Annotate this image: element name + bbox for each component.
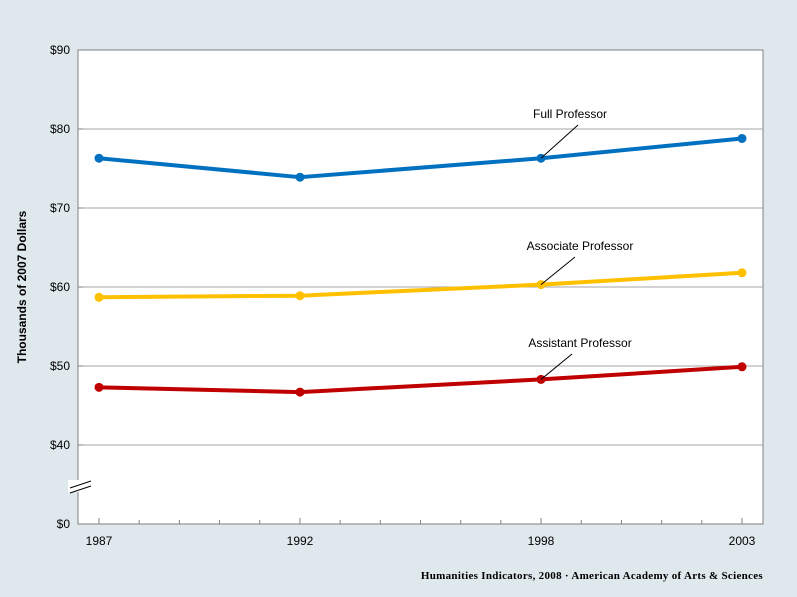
data-point — [737, 362, 747, 372]
data-point — [94, 153, 104, 163]
x-tick-label: 2003 — [729, 534, 756, 548]
y-axis-ticks: $0 $40 $50 $60 $70 $80 $90 — [50, 43, 83, 531]
y-tick-label: $70 — [50, 201, 70, 215]
x-tick-label: 1992 — [287, 534, 314, 548]
label-leader-line — [540, 124, 579, 159]
series-label: Assistant Professor — [528, 336, 631, 350]
y-tick-label: $60 — [50, 280, 70, 294]
x-tick-label: 1987 — [86, 534, 113, 548]
y-tick-label: $40 — [50, 438, 70, 452]
y-tick-label: $80 — [50, 122, 70, 136]
data-point — [94, 292, 104, 302]
y-tick-label: $90 — [50, 43, 70, 57]
axis-break-marker — [68, 480, 92, 494]
label-leader-line — [540, 353, 573, 380]
data-point — [737, 268, 747, 278]
data-point — [295, 172, 305, 182]
y-tick-label: $0 — [57, 517, 71, 531]
label-leader-line — [540, 256, 576, 286]
series-line — [98, 364, 743, 395]
y-tick-label: $50 — [50, 359, 70, 373]
series-line — [98, 270, 743, 300]
data-point — [94, 382, 104, 392]
data-point — [295, 387, 305, 397]
source-footer: Humanities Indicators, 2008 · American A… — [420, 570, 763, 582]
data-point — [295, 291, 305, 301]
y-axis-title: Thousands of 2007 Dollars — [15, 210, 29, 363]
series-label: Associate Professor — [527, 239, 634, 253]
x-axis-ticks: 1987 1992 1998 2003 — [86, 518, 756, 548]
data-point — [737, 133, 747, 143]
gridlines — [78, 128, 763, 446]
series-line — [98, 136, 743, 180]
x-tick-label: 1998 — [528, 534, 555, 548]
series-labels: Full Professor Associate Professor Assista… — [527, 107, 634, 380]
series-lines — [94, 133, 747, 397]
series-label: Full Professor — [533, 107, 607, 121]
